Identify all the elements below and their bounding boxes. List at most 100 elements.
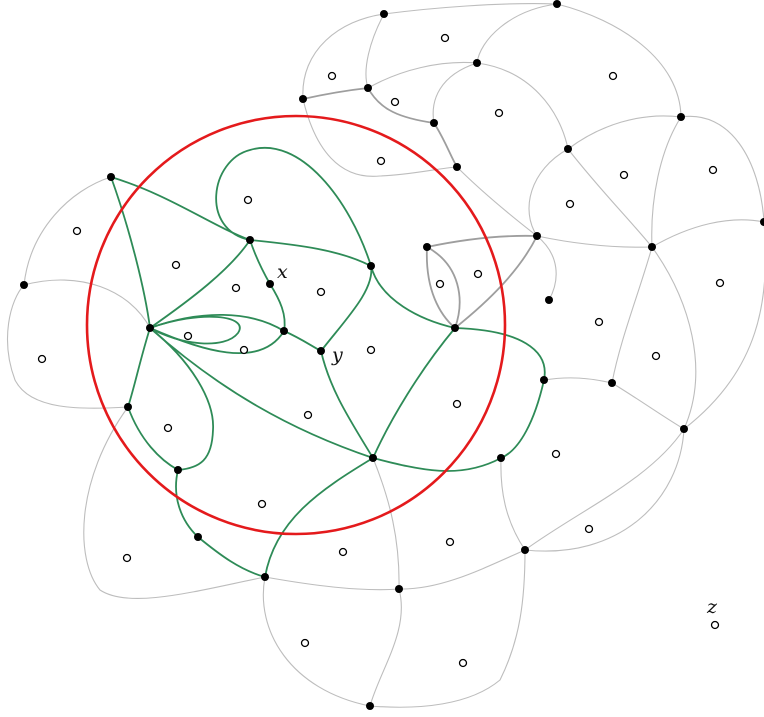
edge <box>528 148 569 237</box>
edge <box>149 327 285 354</box>
vertex-y <box>317 347 325 355</box>
edge <box>215 147 372 267</box>
edge <box>369 588 402 707</box>
vertex <box>451 324 459 332</box>
face-marker <box>300 638 310 648</box>
edge <box>369 549 526 708</box>
red-circle <box>85 114 507 536</box>
face-marker <box>565 199 575 209</box>
vertex <box>299 95 307 103</box>
edge <box>536 235 653 248</box>
edge <box>651 246 697 430</box>
face-marker <box>435 279 445 289</box>
label-x: x <box>277 261 288 283</box>
vertex-x <box>266 280 274 288</box>
edge <box>432 62 478 124</box>
edge <box>175 469 199 538</box>
edge <box>476 3 558 64</box>
edge <box>262 576 371 707</box>
vertex <box>246 236 254 244</box>
edge <box>264 457 374 578</box>
edge <box>302 13 385 100</box>
face-marker <box>551 449 561 459</box>
face-marker <box>72 226 82 236</box>
edge <box>611 382 685 430</box>
edge <box>367 87 435 124</box>
edge <box>426 234 538 248</box>
face-marker <box>231 283 241 293</box>
face-marker <box>183 331 193 341</box>
vertex <box>521 546 529 554</box>
edge <box>320 265 373 352</box>
face-marker <box>303 410 313 420</box>
vertex <box>369 454 377 462</box>
vertex <box>497 454 505 462</box>
vertex <box>280 327 288 335</box>
edge <box>249 239 372 267</box>
edge <box>365 13 385 89</box>
edge <box>398 549 526 590</box>
edge <box>149 327 374 459</box>
edge <box>454 235 538 329</box>
vertex <box>395 585 403 593</box>
vertex <box>648 243 656 251</box>
face-marker <box>366 345 376 355</box>
face-marker <box>594 317 604 327</box>
edge <box>372 457 400 590</box>
vertex <box>367 262 375 270</box>
face-marker <box>473 269 483 279</box>
edge <box>249 239 271 285</box>
edge <box>149 327 214 471</box>
edge <box>543 377 613 384</box>
vertex <box>453 163 461 171</box>
face-marker <box>619 170 629 180</box>
edge <box>556 3 682 118</box>
edge <box>283 330 322 352</box>
edge <box>567 148 653 248</box>
vertex <box>680 425 688 433</box>
face-marker <box>171 260 181 270</box>
edge <box>476 62 569 150</box>
edge <box>367 61 478 89</box>
face-marker-z <box>710 620 720 630</box>
edge <box>456 166 538 237</box>
edge <box>536 235 557 301</box>
edge <box>383 3 558 15</box>
edge <box>372 327 456 459</box>
vertex <box>608 379 616 387</box>
vertex <box>430 119 438 127</box>
edge <box>500 379 545 459</box>
vertex <box>533 232 541 240</box>
face-marker <box>257 499 267 509</box>
vertex <box>174 466 182 474</box>
face-marker <box>327 71 337 81</box>
edge <box>269 283 286 332</box>
face-marker <box>651 351 661 361</box>
edge <box>149 239 251 329</box>
vertex <box>20 281 28 289</box>
edge <box>524 428 685 552</box>
face-marker <box>584 524 594 534</box>
vertex <box>364 84 372 92</box>
face-markers <box>37 33 725 668</box>
face-marker <box>316 287 326 297</box>
face-marker <box>37 354 47 364</box>
vertex <box>553 0 561 8</box>
edge <box>425 246 456 329</box>
edge <box>372 457 502 472</box>
vertex <box>473 59 481 67</box>
face-marker <box>608 71 618 81</box>
edge <box>264 576 400 591</box>
edge <box>426 246 461 329</box>
label-z: z <box>706 596 718 618</box>
vertex <box>540 376 548 384</box>
label-y: y <box>331 344 343 366</box>
edge <box>370 265 456 329</box>
vertex <box>366 702 374 710</box>
green-edges <box>110 147 546 578</box>
edge <box>683 222 764 430</box>
vertex <box>124 403 132 411</box>
face-marker <box>440 33 450 43</box>
edge <box>6 284 129 409</box>
face-marker <box>390 97 400 107</box>
